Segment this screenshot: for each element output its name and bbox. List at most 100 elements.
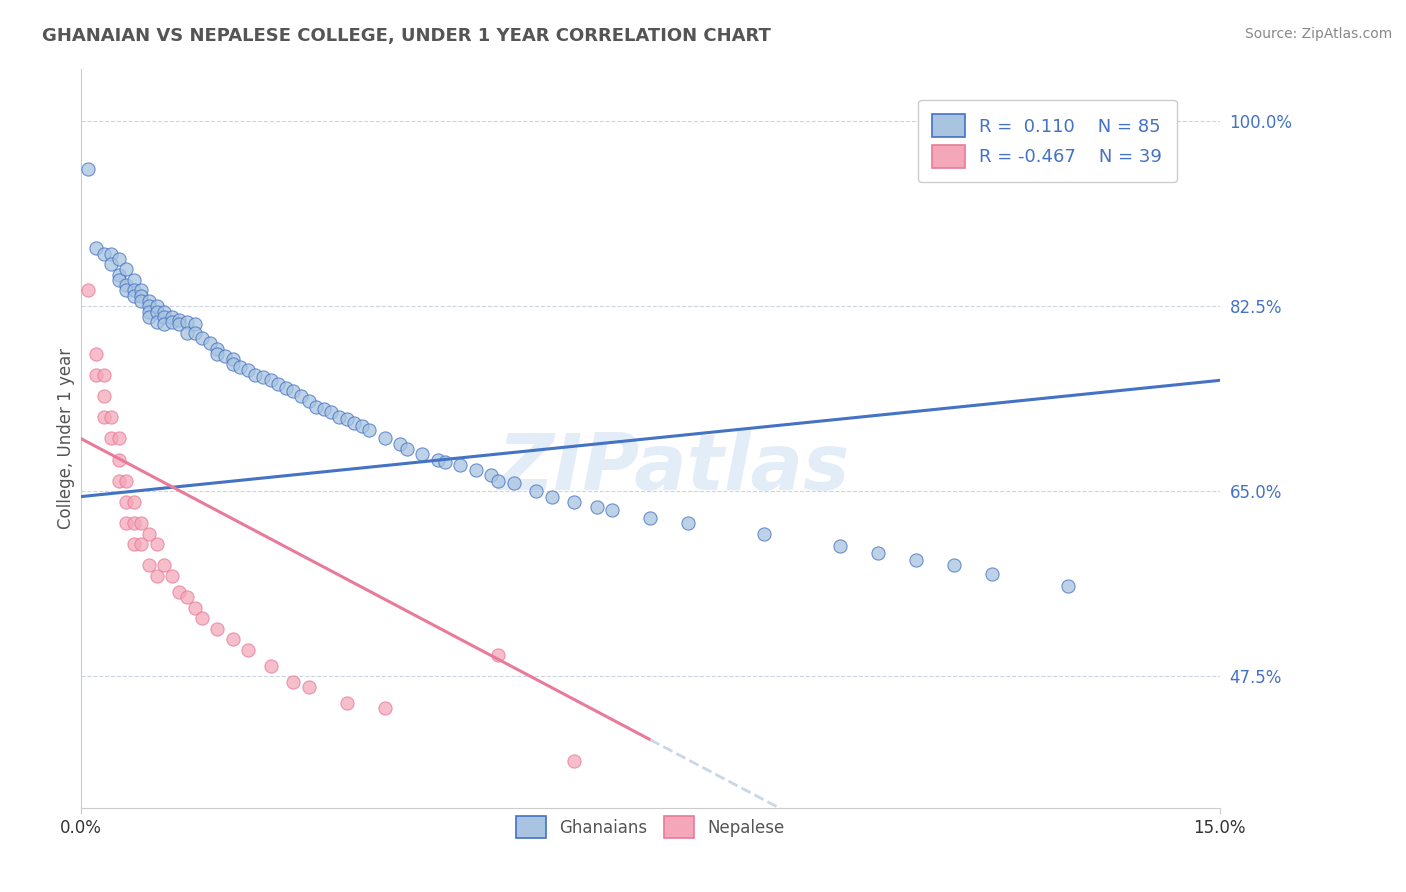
Point [107, 474, 129, 488]
Point [183, 326, 205, 340]
Point [176, 590, 198, 604]
Point [160, 315, 183, 329]
Point [540, 490, 562, 504]
Point [115, 474, 138, 488]
Point [122, 284, 145, 298]
Legend: Ghanaians, Nepalese: Ghanaians, Nepalese [509, 810, 792, 845]
Point [131, 537, 153, 551]
Point [524, 484, 547, 499]
Point [131, 289, 153, 303]
Point [335, 412, 357, 426]
Point [100, 432, 122, 446]
Point [868, 546, 890, 560]
Point [145, 315, 167, 329]
Point [564, 754, 586, 768]
Point [343, 416, 366, 430]
Point [259, 373, 281, 387]
Point [84, 368, 107, 382]
Point [122, 537, 145, 551]
Point [115, 278, 138, 293]
Point [107, 452, 129, 467]
Point [640, 510, 662, 524]
Point [252, 370, 274, 384]
Point [245, 368, 267, 382]
Point [191, 611, 214, 625]
Point [434, 455, 457, 469]
Point [479, 468, 502, 483]
Point [290, 389, 312, 403]
Point [943, 558, 966, 573]
Point [131, 516, 153, 530]
Point [335, 696, 357, 710]
Point [359, 423, 381, 437]
Point [145, 304, 167, 318]
Point [283, 384, 305, 398]
Point [981, 566, 1004, 581]
Point [191, 331, 214, 345]
Point [93, 410, 115, 425]
Point [115, 262, 138, 277]
Y-axis label: College, Under 1 year: College, Under 1 year [58, 348, 75, 529]
Point [267, 376, 290, 391]
Point [183, 600, 205, 615]
Point [93, 246, 115, 260]
Point [131, 294, 153, 309]
Point [486, 648, 509, 662]
Point [169, 313, 191, 327]
Point [107, 268, 129, 282]
Point [905, 553, 928, 567]
Point [77, 284, 100, 298]
Point [373, 701, 395, 715]
Point [100, 410, 122, 425]
Point [100, 257, 122, 271]
Point [449, 458, 471, 472]
Point [84, 241, 107, 255]
Point [321, 405, 343, 419]
Point [486, 474, 509, 488]
Point [145, 569, 167, 583]
Point [283, 674, 305, 689]
Text: GHANAIAN VS NEPALESE COLLEGE, UNDER 1 YEAR CORRELATION CHART: GHANAIAN VS NEPALESE COLLEGE, UNDER 1 YE… [42, 27, 770, 45]
Point [107, 432, 129, 446]
Point [198, 336, 221, 351]
Point [138, 310, 160, 324]
Point [138, 304, 160, 318]
Point [153, 304, 176, 318]
Point [169, 318, 191, 332]
Point [183, 318, 205, 332]
Point [274, 381, 297, 395]
Point [328, 410, 350, 425]
Point [297, 394, 319, 409]
Point [138, 558, 160, 573]
Point [305, 400, 328, 414]
Point [107, 252, 129, 266]
Point [236, 363, 259, 377]
Point [207, 622, 229, 636]
Point [84, 347, 107, 361]
Point [145, 537, 167, 551]
Point [564, 495, 586, 509]
Point [138, 299, 160, 313]
Point [411, 447, 433, 461]
Point [1057, 579, 1080, 593]
Point [236, 643, 259, 657]
Point [388, 436, 411, 450]
Point [221, 632, 243, 647]
Point [115, 495, 138, 509]
Point [207, 347, 229, 361]
Point [229, 359, 252, 374]
Point [122, 289, 145, 303]
Point [138, 294, 160, 309]
Point [122, 495, 145, 509]
Point [122, 273, 145, 287]
Point [297, 680, 319, 694]
Point [502, 475, 524, 490]
Point [176, 326, 198, 340]
Point [830, 539, 852, 553]
Point [153, 558, 176, 573]
Point [312, 401, 335, 416]
Point [107, 273, 129, 287]
Text: Source: ZipAtlas.com: Source: ZipAtlas.com [1244, 27, 1392, 41]
Point [214, 349, 236, 363]
Point [754, 526, 776, 541]
